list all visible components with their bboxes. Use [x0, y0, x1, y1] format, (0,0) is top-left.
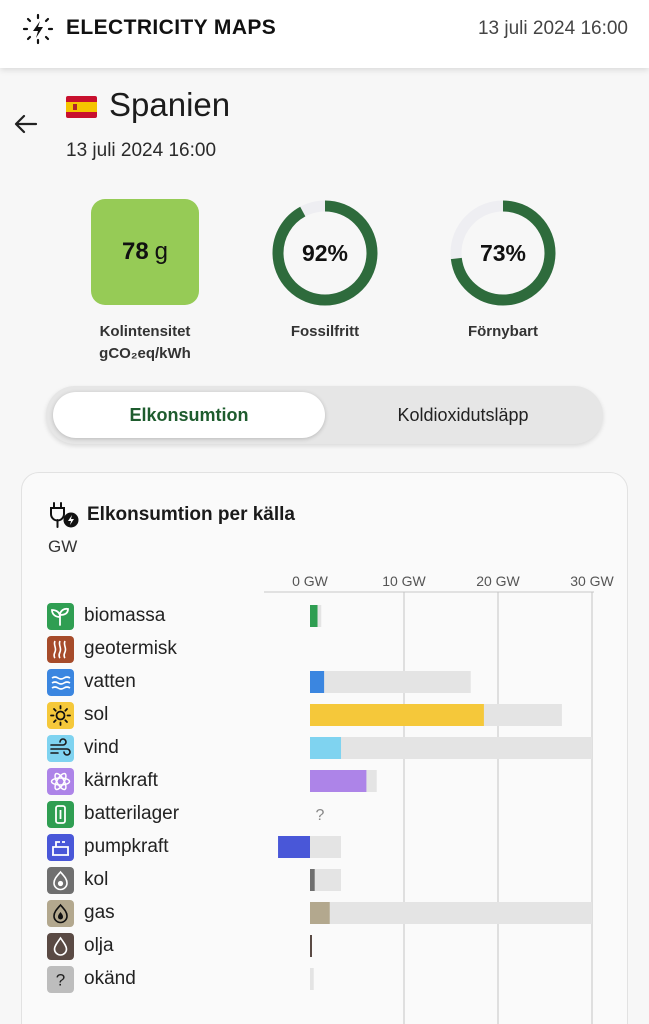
oil-drop-icon: [47, 933, 74, 960]
fossil-free-value: 92%: [301, 239, 349, 266]
source-label[interactable]: sol: [84, 704, 109, 725]
zone-name: Spanien: [109, 86, 231, 123]
carbon-intensity-value: 78: [121, 238, 149, 265]
heat-waves-icon: [47, 636, 74, 663]
lightning-bolt-icon[interactable]: [22, 13, 54, 45]
fossil-free-ring[interactable]: [270, 198, 380, 308]
renewable-ring[interactable]: [448, 198, 558, 308]
source-label[interactable]: vind: [84, 737, 119, 758]
sun-icon: [47, 702, 74, 729]
carbon-intensity-unit: g: [154, 238, 169, 265]
renewable-label: Förnybart: [467, 323, 538, 340]
pump-storage-icon: [47, 834, 74, 861]
gas-flame-icon: [47, 900, 74, 927]
spain-flag-icon: [66, 96, 97, 118]
tab-consumption[interactable]: Elkonsumtion: [53, 392, 325, 438]
source-label[interactable]: gas: [84, 902, 115, 923]
source-label[interactable]: geotermisk: [84, 638, 177, 659]
source-label[interactable]: pumpkraft: [84, 836, 169, 857]
zone-datetime: 13 juli 2024 16:00: [66, 140, 217, 161]
atom-icon: [47, 768, 74, 795]
question-icon: ?: [47, 966, 74, 993]
source-label[interactable]: okänd: [84, 968, 136, 989]
source-label[interactable]: kol: [84, 869, 109, 890]
battery-icon: [47, 801, 74, 828]
header-datetime[interactable]: 13 juli 2024 16:00: [477, 18, 628, 39]
carbon-intensity-box[interactable]: 78 g: [91, 199, 199, 305]
view-toggle: Elkonsumtion Koldioxidutsläpp: [46, 386, 603, 444]
app-header: ELECTRICITY MAPS 13 juli 2024 16:00: [0, 0, 649, 68]
fossil-free-label: Fossilfritt: [290, 323, 360, 340]
brand-name[interactable]: ELECTRICITY MAPS: [66, 16, 277, 39]
source-label[interactable]: biomassa: [84, 605, 166, 626]
source-label[interactable]: kärnkraft: [84, 770, 158, 791]
carbon-intensity-label: Kolintensitet gCO₂eq/kWh: [70, 321, 220, 365]
back-arrow-icon[interactable]: [12, 112, 40, 136]
plug-lightning-icon: [50, 502, 79, 528]
wind-icon: [47, 735, 74, 762]
sprout-icon: [47, 603, 74, 630]
coal-icon: [47, 867, 74, 894]
renewable-value: 73%: [479, 239, 527, 266]
carbon-intensity-label-line2: gCO₂eq/kWh: [99, 345, 191, 362]
carbon-intensity-label-line1: Kolintensitet: [99, 323, 191, 340]
tab-emissions[interactable]: Koldioxidutsläpp: [397, 404, 529, 425]
source-label[interactable]: olja: [84, 935, 114, 956]
breakdown-title: Elkonsumtion per källa: [87, 504, 295, 525]
svg-text:?: ?: [56, 971, 65, 990]
breakdown-unit: GW: [48, 537, 78, 556]
water-waves-icon: [47, 669, 74, 696]
source-label[interactable]: batterilager: [84, 803, 180, 824]
source-label[interactable]: vatten: [84, 671, 136, 692]
